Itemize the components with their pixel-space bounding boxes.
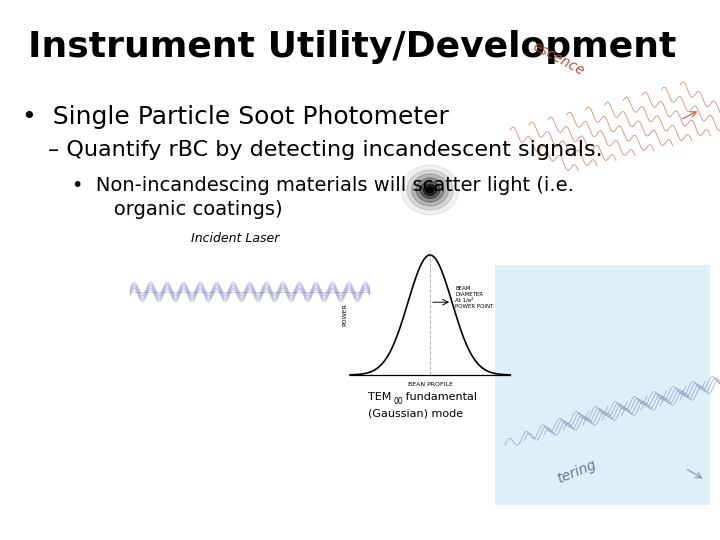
Text: tering: tering <box>555 458 598 487</box>
Text: •  Non-incandescing materials will scatter light (i.e.: • Non-incandescing materials will scatte… <box>72 176 574 195</box>
Ellipse shape <box>416 178 444 202</box>
Text: fundamental: fundamental <box>402 392 477 402</box>
Text: BEAM
DIAMETER
At 1/e²
POWER POINT: BEAM DIAMETER At 1/e² POWER POINT <box>455 286 493 309</box>
Text: (Gaussian) mode: (Gaussian) mode <box>368 408 463 418</box>
Ellipse shape <box>401 165 459 215</box>
Ellipse shape <box>426 187 433 193</box>
Ellipse shape <box>420 181 440 199</box>
Text: Instrument Utility/Development: Instrument Utility/Development <box>28 30 676 64</box>
Text: •  Single Particle Soot Photometer: • Single Particle Soot Photometer <box>22 105 449 129</box>
Text: BEAN PROFILE: BEAN PROFILE <box>408 382 452 387</box>
Text: escence: escence <box>530 39 587 78</box>
Text: TEM: TEM <box>368 392 392 402</box>
Text: – Quantify rBC by detecting incandescent signals.: – Quantify rBC by detecting incandescent… <box>48 140 603 160</box>
Ellipse shape <box>423 185 436 195</box>
FancyBboxPatch shape <box>495 265 710 505</box>
Text: 00: 00 <box>393 397 402 406</box>
Ellipse shape <box>407 170 453 210</box>
Ellipse shape <box>412 174 449 206</box>
Text: POWER: POWER <box>342 303 347 327</box>
Text: organic coatings): organic coatings) <box>95 200 283 219</box>
Text: Incident Laser: Incident Laser <box>191 232 279 245</box>
